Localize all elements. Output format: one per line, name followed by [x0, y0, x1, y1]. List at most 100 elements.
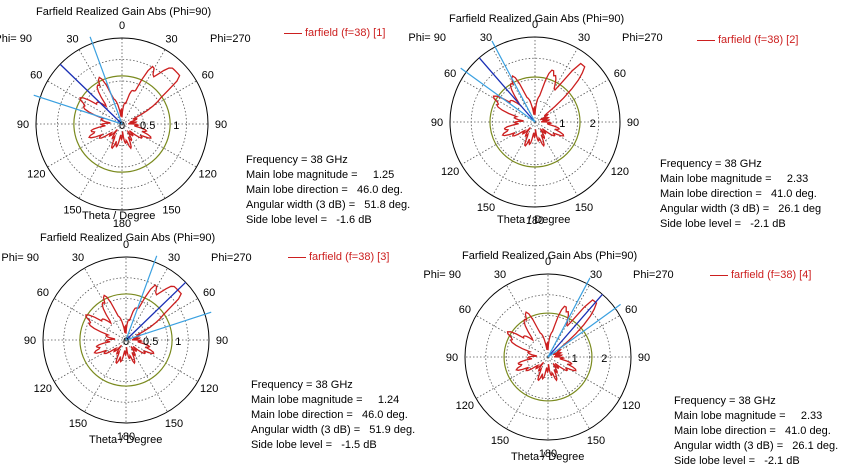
- angle-tick-label: 150: [587, 435, 605, 447]
- polar-grid-ring: [526, 335, 570, 379]
- angle-tick-label: 30: [578, 32, 590, 44]
- polar-grid-spoke: [534, 121, 609, 165]
- angle-tick-label: 30: [168, 252, 180, 264]
- angle-tick-label: 90: [17, 119, 29, 131]
- polar-grid-spoke: [534, 121, 578, 196]
- radial-tick-label: 0: [123, 336, 129, 348]
- angle-tick-label: 120: [622, 400, 640, 412]
- threedb-circle: [503, 312, 593, 402]
- info-magnitude: Main lobe magnitude = 2.33: [660, 173, 809, 185]
- phi-right-label: Phi=270: [210, 33, 251, 45]
- radial-tick-label: 1: [559, 118, 565, 130]
- angle-tick-label: 180: [113, 218, 131, 230]
- main-lobe-line: [478, 57, 536, 123]
- legend-entry: farfield (f=38) [2]: [697, 34, 798, 46]
- beamwidth-line: [125, 311, 212, 341]
- x-axis-label: Theta / Degree: [89, 434, 163, 446]
- info-direction: Main lobe direction = 41.0 deg.: [660, 188, 817, 200]
- info-direction: Main lobe direction = 46.0 deg.: [251, 409, 408, 421]
- threedb-circle: [73, 75, 171, 173]
- angle-tick-label: 90: [638, 352, 650, 364]
- main-lobe-line: [547, 293, 603, 358]
- legend-label: farfield (f=38) [4]: [731, 269, 812, 281]
- phi-right-label: Phi=270: [211, 252, 252, 264]
- radial-tick-label: 2: [601, 353, 607, 365]
- info-direction: Main lobe direction = 41.0 deg.: [674, 425, 831, 437]
- angle-tick-label: 150: [575, 202, 593, 214]
- polar-grid-spoke: [47, 123, 123, 168]
- phi-right-label: Phi=270: [622, 32, 663, 44]
- info-width: Angular width (3 dB) = 51.8 deg.: [246, 199, 411, 211]
- x-axis-label: Theta / Degree: [497, 214, 571, 226]
- beamwidth-line: [125, 255, 158, 341]
- chart-title: Farfield Realized Gain Abs (Phi=90): [40, 232, 216, 244]
- angle-tick-label: 60: [444, 68, 456, 80]
- legend-swatch: [288, 256, 306, 258]
- angle-tick-label: 120: [200, 383, 218, 395]
- legend-entry: farfield (f=38) [3]: [288, 251, 389, 263]
- radiation-pattern-line: [85, 284, 182, 365]
- angle-tick-label: 150: [165, 418, 183, 430]
- legend-entry: farfield (f=38) [4]: [710, 269, 811, 281]
- info-magnitude: Main lobe magnitude = 1.24: [251, 394, 400, 406]
- polar-grid-ring: [84, 298, 168, 382]
- angle-tick-label: 90: [215, 119, 227, 131]
- beamwidth-line: [33, 94, 123, 125]
- polar-grid-ring: [63, 277, 189, 403]
- radiation-pattern-line: [506, 299, 598, 382]
- polar-grid-ring: [485, 294, 611, 420]
- legend-swatch: [710, 274, 728, 276]
- threedb-circle: [79, 293, 173, 387]
- angle-tick-label: 0: [119, 20, 125, 32]
- info-box: Frequency = 38 GHz Main lobe magnitude =…: [246, 153, 410, 228]
- polar-grid-ring: [506, 315, 590, 399]
- chart-title: Farfield Realized Gain Abs (Phi=90): [449, 13, 625, 25]
- angle-tick-label: 180: [117, 431, 135, 443]
- angle-tick-label: 60: [30, 70, 42, 82]
- chart-title: Farfield Realized Gain Abs (Phi=90): [36, 6, 212, 18]
- polar-grid-spoke: [78, 49, 123, 125]
- angle-tick-label: 120: [34, 383, 52, 395]
- beamwidth-line: [460, 67, 536, 123]
- angle-tick-label: 60: [202, 70, 214, 82]
- info-width: Angular width (3 dB) = 26.1 deg: [660, 203, 822, 215]
- angle-tick-label: 90: [216, 335, 228, 347]
- info-sidelobe: Side lobe level = -2.1 dB: [660, 218, 786, 230]
- polar-grid-spoke: [461, 121, 536, 165]
- beamwidth-line: [547, 277, 591, 358]
- beamwidth-line: [89, 36, 123, 125]
- info-sidelobe: Side lobe level = -2.1 dB: [674, 455, 800, 467]
- angle-tick-label: 60: [203, 287, 215, 299]
- main-lobe-line: [125, 281, 187, 341]
- angle-tick-label: 90: [446, 352, 458, 364]
- radial-tick-label: 2: [590, 118, 596, 130]
- radial-tick-label: 1: [572, 353, 578, 365]
- info-frequency: Frequency = 38 GHz: [660, 158, 762, 170]
- angle-tick-label: 120: [199, 169, 217, 181]
- angle-tick-label: 30: [66, 33, 78, 45]
- phi-left-label: Phi= 90: [0, 33, 32, 45]
- radial-tick-label: 0.5: [143, 336, 158, 348]
- chart-title: Farfield Realized Gain Abs (Phi=90): [462, 250, 638, 262]
- polar-grid-ring: [104, 318, 148, 362]
- legend-label: farfield (f=38) [2]: [718, 34, 799, 46]
- polar-grid-spoke: [534, 48, 578, 123]
- threedb-circle: [489, 76, 581, 168]
- info-box: Frequency = 38 GHz Main lobe magnitude =…: [674, 394, 838, 469]
- legend-swatch: [284, 32, 302, 34]
- angle-tick-label: 120: [456, 400, 474, 412]
- angle-tick-label: 150: [162, 205, 180, 217]
- info-sidelobe: Side lobe level = -1.6 dB: [246, 214, 372, 226]
- angle-tick-label: 180: [526, 215, 544, 227]
- angle-tick-label: 120: [27, 169, 45, 181]
- beamwidth-line: [491, 40, 536, 123]
- phi-right-label: Phi=270: [633, 269, 674, 281]
- info-direction: Main lobe direction = 46.0 deg.: [246, 184, 403, 196]
- legend-label: farfield (f=38) [3]: [309, 251, 390, 263]
- phi-left-label: Phi= 90: [423, 269, 461, 281]
- radial-tick-label: 1: [173, 120, 179, 132]
- angle-tick-label: 90: [431, 117, 443, 129]
